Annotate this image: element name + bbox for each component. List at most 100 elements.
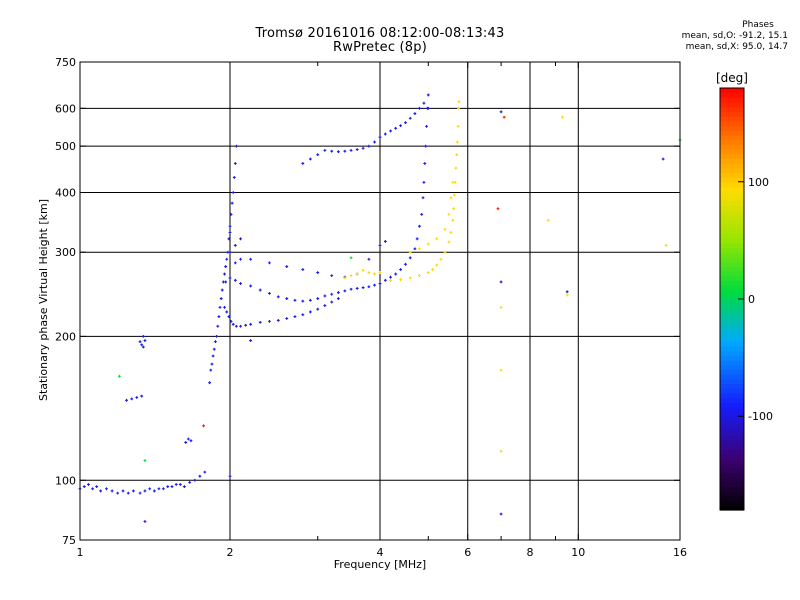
data-point: [415, 237, 419, 241]
colorbar-segment: [720, 242, 744, 249]
data-point: [316, 271, 320, 274]
x-tick-label: 8: [527, 546, 534, 559]
data-point: [232, 176, 236, 179]
data-point: [336, 291, 340, 294]
y-tick-label: 75: [62, 534, 76, 547]
data-point: [425, 124, 428, 128]
colorbar-segment: [720, 364, 744, 370]
data-point: [227, 237, 231, 241]
data-point: [336, 297, 340, 300]
data-point: [231, 191, 235, 194]
data-point: [268, 292, 271, 295]
colorbar-segment: [720, 148, 744, 155]
data-point: [188, 480, 192, 484]
data-point: [664, 244, 668, 247]
data-point: [361, 146, 365, 150]
y-tick-label: 400: [55, 186, 76, 199]
data-point: [234, 144, 238, 148]
data-point: [229, 319, 233, 323]
colorbar-segment: [720, 434, 744, 441]
data-point: [224, 265, 228, 268]
data-point: [202, 424, 205, 428]
phase-stats-o: mean, sd,O: -91.2, 15.1: [681, 31, 788, 41]
colorbar-segment: [720, 397, 744, 403]
y-tick-label: 500: [55, 140, 76, 153]
data-point: [244, 323, 248, 327]
data-point: [394, 272, 398, 276]
data-point: [228, 231, 232, 234]
data-point: [293, 315, 297, 319]
colorbar-segment: [720, 505, 744, 511]
data-point: [276, 319, 280, 322]
data-point: [285, 297, 289, 300]
data-point: [140, 343, 144, 347]
data-point: [148, 487, 152, 491]
colorbar-segment: [720, 420, 744, 427]
data-point: [389, 278, 392, 282]
data-point: [457, 106, 460, 110]
colorbar-segment: [720, 181, 744, 188]
y-tick-label: 100: [55, 474, 76, 487]
data-point: [367, 285, 371, 289]
data-point: [373, 283, 376, 287]
colorbar-segment: [720, 327, 744, 333]
data-point: [389, 129, 392, 133]
data-point: [378, 244, 382, 247]
data-point: [422, 101, 426, 105]
colorbar-segment: [720, 313, 744, 319]
colorbar-segment: [720, 289, 744, 295]
data-point: [394, 126, 398, 130]
data-point: [258, 320, 262, 324]
x-tick-label: 2: [227, 546, 234, 559]
data-point: [367, 144, 371, 148]
colorbar-segment: [720, 219, 744, 225]
data-point: [228, 474, 232, 478]
colorbar-segment: [720, 425, 744, 431]
data-point: [323, 148, 327, 152]
colorbar-segment: [720, 495, 744, 502]
data-point: [435, 237, 439, 241]
data-point: [546, 218, 550, 222]
colorbar-segment: [720, 392, 744, 399]
data-point: [186, 437, 190, 441]
x-axis-label: Frequency [MHz]: [334, 558, 426, 571]
data-point: [224, 280, 228, 284]
data-point: [389, 275, 392, 279]
data-point: [99, 489, 103, 493]
data-point: [565, 293, 569, 297]
data-point: [95, 485, 99, 489]
data-point: [249, 322, 253, 326]
data-point: [454, 166, 458, 170]
data-point: [383, 132, 387, 136]
colorbar-segment: [720, 500, 744, 506]
colorbar-segment: [720, 299, 744, 305]
colorbar-segment: [720, 223, 744, 230]
colorbar-segment: [720, 317, 744, 324]
colorbar-segment: [720, 172, 744, 178]
y-tick-label: 200: [55, 330, 76, 343]
data-point: [116, 491, 120, 495]
data-point: [239, 282, 242, 285]
data-point: [418, 224, 421, 228]
data-point: [426, 93, 430, 97]
data-point: [408, 250, 412, 254]
data-point: [143, 459, 147, 462]
data-point: [343, 289, 347, 293]
colorbar-segment: [720, 102, 744, 108]
colorbar-segment: [720, 355, 744, 361]
data-point: [349, 148, 353, 152]
colorbar-segment: [720, 481, 744, 488]
data-point: [431, 268, 434, 271]
phase-stats-title: Phases: [742, 20, 774, 30]
data-point: [561, 115, 564, 119]
data-point: [249, 339, 253, 342]
data-point: [210, 362, 214, 366]
data-point: [316, 297, 320, 300]
data-point: [456, 140, 459, 144]
data-point: [87, 483, 90, 486]
data-point: [447, 212, 451, 216]
data-point: [309, 298, 312, 302]
data-point: [276, 295, 280, 299]
data-point: [499, 449, 503, 453]
